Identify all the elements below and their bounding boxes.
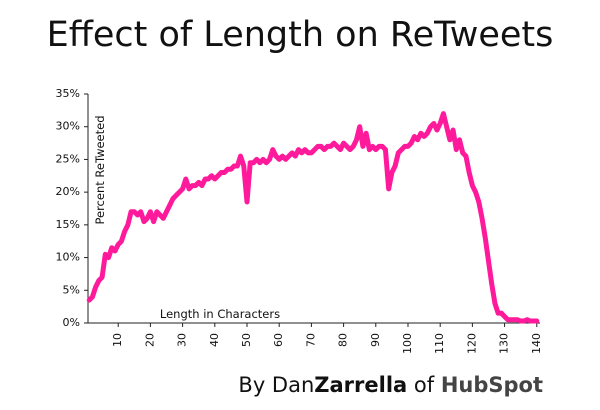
footer: By DanZarrella of HubSpot: [238, 373, 543, 397]
y-tick-label: 30%: [56, 120, 80, 133]
x-tick-label: 110: [433, 333, 446, 354]
x-tick-label: 10: [111, 333, 124, 347]
x-tick-label: 60: [272, 333, 285, 347]
y-tick-label: 20%: [56, 185, 80, 198]
x-tick-label: 40: [208, 333, 221, 347]
x-tick-label: 50: [240, 333, 253, 347]
x-tick-label: 130: [498, 333, 511, 354]
x-tick-label: 70: [304, 333, 317, 347]
y-tick-label: 5%: [63, 283, 80, 296]
footer-name: Zarrella: [314, 373, 407, 397]
y-axis-label: Percent ReTweeted: [93, 115, 107, 224]
x-tick-label: 90: [369, 333, 382, 347]
y-tick-label: 25%: [56, 152, 80, 165]
y-tick-label: 35%: [56, 87, 80, 100]
y-tick-label: 0%: [63, 316, 80, 329]
x-tick-label: 30: [176, 333, 189, 347]
x-tick-label: 80: [337, 333, 350, 347]
x-tick-label: 140: [530, 333, 543, 354]
chart-title: Effect of Length on ReTweets: [47, 15, 554, 55]
y-tick-label: 10%: [56, 251, 80, 264]
line: [86, 111, 540, 324]
x-axis-label: Length in Characters: [160, 307, 280, 321]
x-tick-label: 100: [401, 333, 414, 354]
y-tick-label: 15%: [56, 218, 80, 231]
footer-by: By Dan: [238, 373, 314, 397]
x-tick-label: 120: [465, 333, 478, 354]
footer-of: of: [414, 373, 435, 397]
footer-brand: HubSpot: [441, 373, 543, 397]
x-tick-label: 20: [143, 333, 156, 347]
